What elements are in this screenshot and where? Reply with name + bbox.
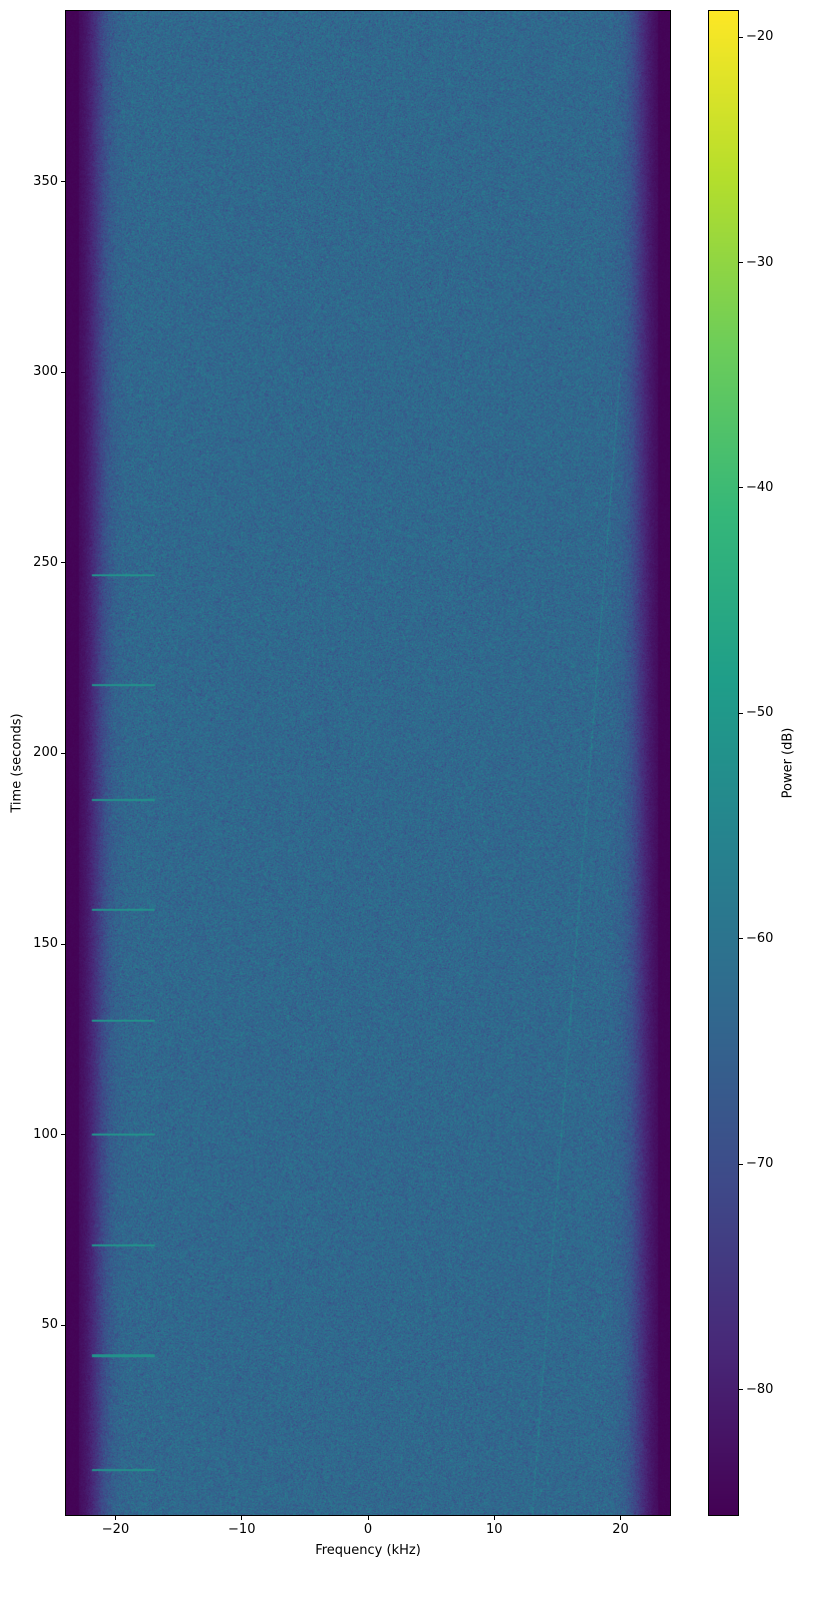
x-tick-label: −20 <box>101 1522 130 1537</box>
y-tick-label: 150 <box>33 936 58 952</box>
y-tick-label: 100 <box>33 1126 58 1142</box>
colorbar-label: Power (dB) <box>780 727 796 799</box>
y-tick-mark <box>61 562 65 564</box>
colorbar-tick-mark <box>739 36 743 38</box>
colorbar-tick-label: −70 <box>746 1156 774 1172</box>
y-tick-mark <box>61 1134 65 1136</box>
colorbar-tick-label: −80 <box>746 1381 774 1397</box>
colorbar-tick-label: −50 <box>746 705 774 721</box>
y-tick-mark <box>61 181 65 183</box>
colorbar-tick-label: −30 <box>746 254 774 270</box>
y-tick-mark <box>61 943 65 945</box>
y-axis-label: Time (seconds) <box>9 713 25 813</box>
y-tick-mark <box>61 752 65 754</box>
y-tick-label: 250 <box>33 554 58 570</box>
colorbar-tick-mark <box>739 487 743 489</box>
colorbar-gradient <box>709 11 738 1515</box>
y-tick-label: 50 <box>41 1317 58 1333</box>
x-tick-label: 0 <box>363 1522 373 1537</box>
colorbar-tick-mark <box>739 262 743 263</box>
x-tick-mark <box>620 1516 621 1520</box>
y-tick-label: 350 <box>33 173 58 189</box>
colorbar <box>708 10 739 1516</box>
colorbar-tick-label: −60 <box>746 930 774 946</box>
x-tick-mark <box>367 1516 369 1520</box>
x-tick-label: 20 <box>612 1522 629 1537</box>
colorbar-tick-mark <box>739 938 743 940</box>
x-tick-label: −10 <box>228 1522 256 1537</box>
y-tick-label: 300 <box>33 364 58 380</box>
y-tick-mark <box>61 371 65 373</box>
spectrogram-plot-area <box>65 10 671 1516</box>
spectrogram-heatmap <box>66 11 670 1515</box>
x-tick-mark <box>493 1516 495 1520</box>
colorbar-tick-mark <box>739 1389 743 1391</box>
colorbar-tick-mark <box>739 712 743 714</box>
colorbar-tick-label: −20 <box>746 29 774 45</box>
x-tick-mark <box>241 1516 243 1520</box>
x-axis-label: Frequency (kHz) <box>315 1543 421 1558</box>
x-tick-label: 10 <box>485 1522 503 1537</box>
colorbar-tick-mark <box>739 1163 743 1165</box>
colorbar-tick-label: −40 <box>746 479 774 495</box>
y-tick-label: 200 <box>33 745 58 761</box>
y-tick-mark <box>61 1324 65 1326</box>
x-tick-mark <box>115 1516 116 1520</box>
